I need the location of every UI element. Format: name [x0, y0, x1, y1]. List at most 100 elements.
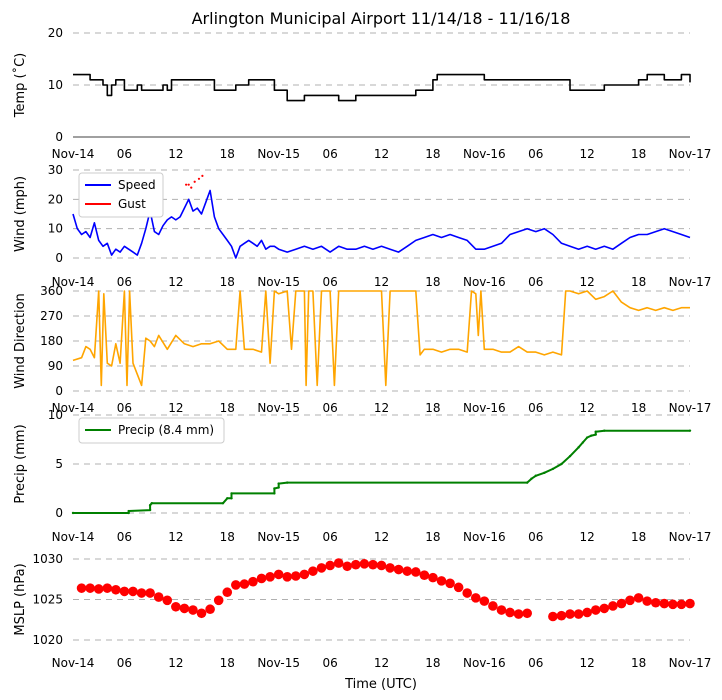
- precip-marker: [226, 497, 229, 500]
- precip-xtick-label: 06: [117, 530, 132, 544]
- mslp-xtick-label: 12: [374, 656, 389, 670]
- precip-ytick-label: 10: [48, 408, 63, 422]
- precip-marker: [127, 509, 130, 513]
- dir-ytick-label: 270: [40, 309, 63, 323]
- mslp-xtick-label: Nov-15: [257, 656, 300, 670]
- wind-ytick-label: 20: [48, 192, 63, 206]
- precip-xtick-label: Nov-17: [669, 530, 712, 544]
- precip-marker: [603, 429, 606, 432]
- mslp-point: [325, 560, 335, 571]
- mslp-point: [350, 559, 361, 570]
- mslp-point: [565, 609, 575, 619]
- precip-marker: [594, 433, 597, 436]
- precip-marker: [543, 471, 546, 475]
- mslp-point: [316, 563, 327, 573]
- mslp-point: [205, 604, 215, 615]
- mslp-point: [668, 599, 678, 610]
- temp-xtick-label: 18: [220, 147, 235, 161]
- mslp-xtick-label: 12: [168, 656, 183, 670]
- mslp-point: [231, 580, 241, 590]
- wind-xtick-label: 18: [631, 275, 646, 289]
- wind-legend-label: Gust: [118, 197, 146, 211]
- precip-marker: [581, 441, 585, 444]
- precip-ytick-label: 0: [55, 506, 63, 520]
- mslp-ylabel: MSLP (hPa): [13, 563, 28, 635]
- temp-xtick-label: 12: [580, 147, 595, 161]
- precip-xtick-label: 06: [322, 530, 337, 544]
- mslp-point: [513, 609, 524, 619]
- mslp-point: [76, 583, 87, 593]
- mslp-point: [171, 601, 181, 612]
- temp-ytick-label: 20: [48, 26, 63, 40]
- mslp-xtick-label: 06: [117, 656, 132, 670]
- gust-point: [193, 180, 196, 183]
- dir-xtick-label: 18: [220, 401, 235, 415]
- precip-marker: [551, 467, 555, 471]
- precip-marker: [277, 486, 280, 489]
- precip-marker: [277, 482, 280, 485]
- mslp-point: [453, 582, 464, 593]
- temp-series-line: [73, 73, 691, 102]
- mslp-point: [239, 579, 250, 589]
- mslp-xtick-label: Nov-16: [463, 656, 506, 670]
- precip-marker: [230, 492, 233, 495]
- precip-marker: [230, 497, 233, 500]
- mslp-xtick-label: 18: [631, 656, 646, 670]
- mslp-xtick-label: Nov-17: [669, 656, 712, 670]
- dir-ytick-label: 0: [55, 384, 63, 398]
- wind-xtick-label: Nov-14: [52, 275, 95, 289]
- wind-legend: Speed Gust: [78, 172, 164, 218]
- panel-wind: 0 10 20 30 Wind (mph) Nov-14 06 12 18 Nov-15 06 12 1…: [13, 163, 711, 289]
- temp-xtick-label: Nov-14: [52, 147, 95, 161]
- wind-xtick-label: Nov-15: [257, 275, 300, 289]
- mslp-point: [419, 570, 430, 580]
- panel-temp: 0 10 20 Temp (˚C) Nov-14 06 12 18 Nov-15 06 12 18 No…: [12, 26, 711, 161]
- mslp-point: [633, 593, 644, 603]
- mslp-point: [188, 605, 198, 615]
- temp-ylabel: Temp (˚C): [12, 53, 28, 119]
- mslp-xtick-label: 18: [220, 656, 235, 670]
- mslp-point: [556, 610, 567, 621]
- mslp-point: [179, 603, 190, 614]
- mslp-point: [128, 586, 138, 597]
- precip-marker: [71, 511, 75, 515]
- mslp-point: [625, 595, 635, 606]
- mslp-point: [393, 564, 404, 575]
- mslp-point: [248, 576, 258, 587]
- precip-xtick-label: 18: [220, 530, 235, 544]
- gust-point: [190, 186, 193, 189]
- mslp-xtick-label: 12: [580, 656, 595, 670]
- mslp-point: [548, 611, 558, 622]
- precip-xtick-label: 12: [580, 530, 595, 544]
- precip-marker: [560, 462, 563, 466]
- mslp-point: [385, 563, 395, 573]
- panel-precip: 0 5 10 Precip (mm) Nov-14 06 12 18 Nov-15 06 12 18 N…: [13, 408, 711, 544]
- precip-xtick-label: Nov-14: [52, 530, 95, 544]
- mslp-point: [428, 572, 438, 583]
- gust-point: [201, 174, 204, 177]
- precip-xtick-label: Nov-16: [463, 530, 506, 544]
- gust-point: [187, 183, 190, 186]
- mslp-point: [608, 601, 618, 611]
- gust-point: [197, 177, 201, 180]
- precip-marker: [594, 430, 597, 433]
- precip-marker: [688, 429, 692, 432]
- temp-xtick-label: Nov-16: [463, 147, 506, 161]
- mslp-point: [359, 559, 370, 569]
- mslp-point: [410, 567, 421, 577]
- mslp-point: [462, 588, 472, 598]
- precip-marker: [221, 502, 225, 505]
- mslp-point: [368, 559, 378, 570]
- mslp-ytick-label: 1030: [32, 552, 63, 566]
- wind-xtick-label: 18: [425, 275, 440, 289]
- mslp-xtick-label: Nov-14: [52, 656, 95, 670]
- wind-xtick-label: Nov-16: [463, 275, 506, 289]
- mslp-point: [282, 572, 293, 582]
- dir-xtick-label: 06: [117, 401, 132, 415]
- precip-xtick-label: 18: [425, 530, 440, 544]
- mslp-point: [522, 608, 532, 619]
- precip-xtick-label: 12: [374, 530, 389, 544]
- dir-xtick-label: 06: [322, 401, 337, 415]
- mslp-point: [213, 595, 224, 606]
